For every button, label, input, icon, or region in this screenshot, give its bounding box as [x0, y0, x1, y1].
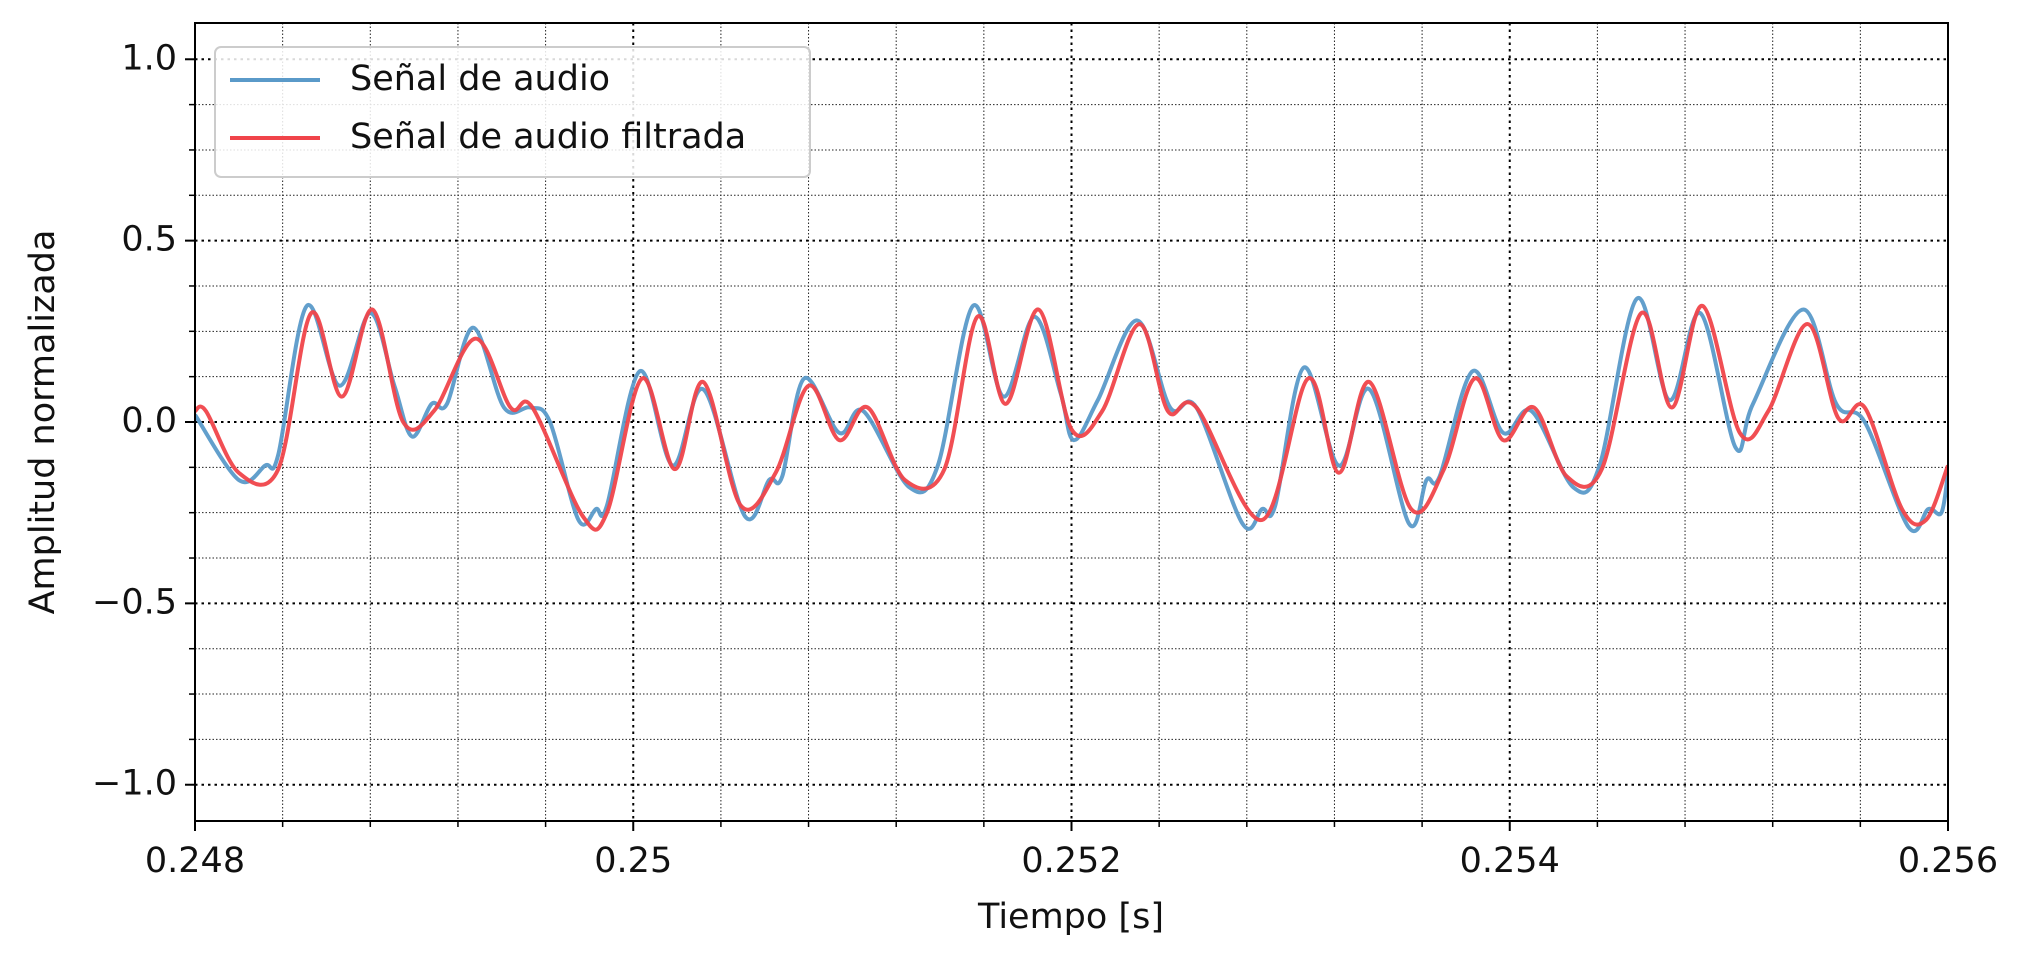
legend-label: Señal de audio filtrada	[350, 117, 746, 157]
x-axis-label: Tiempo [s]	[977, 897, 1164, 937]
x-tick-label: 0.254	[1460, 841, 1560, 881]
y-tick-label: 1.0	[121, 38, 177, 78]
y-tick-label: 0.5	[121, 220, 177, 260]
plot-lines	[195, 296, 1948, 533]
legend: Señal de audio Señal de audio filtrada	[214, 46, 811, 178]
x-tick-label: 0.252	[1021, 841, 1121, 881]
y-tick-label: 0.0	[121, 401, 177, 441]
legend-label: Señal de audio	[350, 59, 610, 99]
y-axis-label: Amplitud normalizada	[23, 230, 63, 615]
x-tick-label: 0.25	[594, 841, 672, 881]
x-tick-label: 0.248	[145, 841, 245, 881]
y-tick-label: −1.0	[92, 764, 177, 804]
legend-box	[214, 46, 811, 178]
axes: 0.248 0.25 0.252 0.254 0.256 −1.0 −0.5 0.0 0.5 1.…	[92, 38, 1998, 881]
y-tick-label: −0.5	[92, 582, 177, 622]
series-line	[195, 303, 1948, 532]
x-tick-label: 0.256	[1898, 841, 1998, 881]
